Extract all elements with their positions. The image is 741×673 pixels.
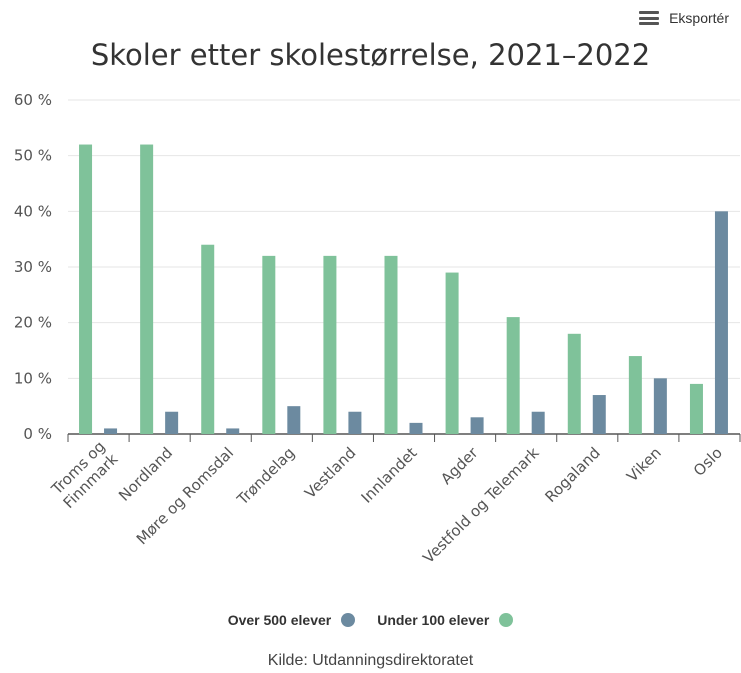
y-tick-label: 20 %: [14, 314, 52, 332]
legend-item-under-100[interactable]: Under 100 elever: [377, 612, 514, 628]
chart-credit: Kilde: Utdanningsdirektoratet: [267, 652, 474, 669]
bar: [653, 378, 667, 434]
x-tick-label: Vestland: [301, 444, 359, 502]
y-tick-label: 40 %: [14, 202, 52, 220]
x-tick-label: Rogaland: [542, 444, 604, 506]
legend-item-over-500[interactable]: Over 500 elever: [228, 612, 356, 628]
x-tick-label: Agder: [437, 443, 482, 488]
bar: [201, 244, 215, 434]
bar: [79, 144, 93, 435]
chart-legend: Over 500 elever Under 100 elever: [0, 612, 741, 628]
y-tick-label: 30 %: [14, 258, 52, 276]
y-tick-label: 0 %: [23, 425, 52, 443]
x-tick-label: Oslo: [690, 444, 726, 480]
bar: [226, 428, 240, 434]
x-tick-label: Troms ogFinnmark: [47, 437, 122, 512]
bar: [409, 422, 423, 434]
bar: [628, 356, 642, 434]
bar: [348, 411, 362, 434]
bar: [470, 417, 484, 434]
bar: [567, 333, 581, 434]
legend-swatch: [341, 613, 356, 627]
bar: [714, 211, 728, 434]
bar: [323, 255, 337, 434]
bar: [262, 255, 276, 434]
legend-label: Over 500 elever: [227, 612, 332, 628]
bar: [689, 383, 703, 434]
x-tick-label: Vestfold og Telemark: [419, 444, 542, 567]
y-tick-label: 10 %: [14, 369, 52, 387]
bar: [140, 144, 154, 435]
export-label: Eksportér: [669, 10, 729, 26]
export-button[interactable]: Eksportér: [639, 10, 729, 26]
bar: [592, 395, 606, 434]
bar: [384, 255, 398, 434]
bar: [165, 411, 179, 434]
x-tick-label: Nordland: [115, 444, 176, 505]
x-tick-label: Trøndelag: [233, 444, 298, 509]
x-tick-label: Viken: [623, 444, 665, 486]
bar: [531, 411, 545, 434]
bar: [287, 406, 301, 434]
y-tick-label: 50 %: [14, 147, 52, 165]
bar: [104, 428, 118, 434]
chart-title: Skoler etter skolestørrelse, 2021–2022: [90, 38, 651, 72]
y-tick-label: 60 %: [14, 91, 52, 109]
bar: [506, 317, 520, 434]
menu-icon: [639, 11, 660, 25]
bar: [445, 272, 459, 434]
legend-swatch: [499, 613, 514, 627]
legend-label: Under 100 elever: [377, 612, 490, 628]
x-tick-label: Innlandet: [358, 444, 421, 507]
